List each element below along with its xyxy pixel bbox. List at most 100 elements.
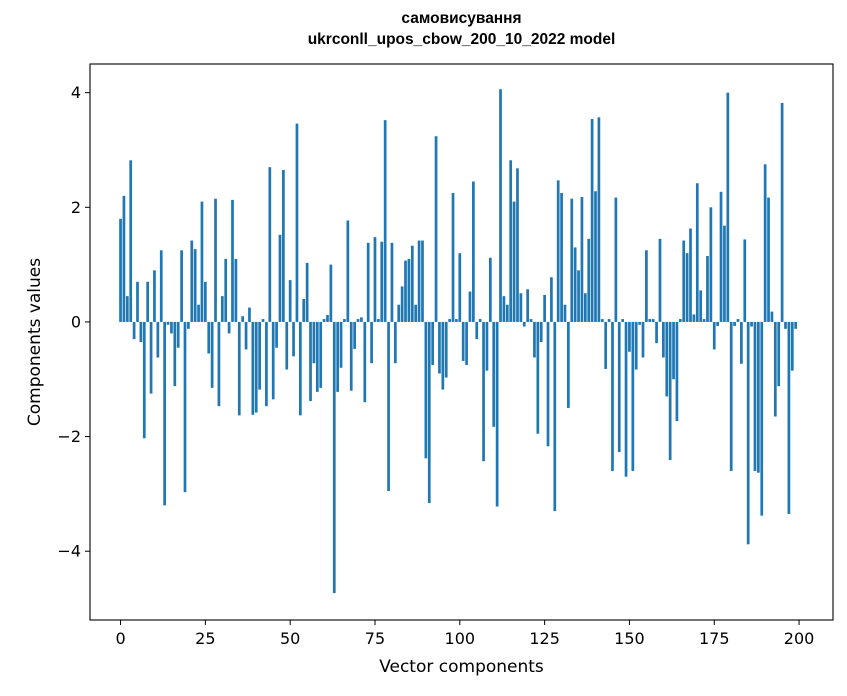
bar xyxy=(580,196,584,322)
x-tick-label: 150 xyxy=(614,629,645,648)
bar xyxy=(207,321,211,354)
bar xyxy=(672,321,675,380)
bar xyxy=(377,319,380,322)
bar xyxy=(322,319,326,322)
bar xyxy=(638,321,641,325)
bar xyxy=(265,321,268,407)
bar xyxy=(685,253,689,322)
x-tick-label: 100 xyxy=(445,629,476,648)
bar xyxy=(760,321,764,516)
bar xyxy=(740,321,743,364)
y-axis-label: Components values xyxy=(25,257,45,427)
bar xyxy=(526,289,530,322)
bar xyxy=(305,262,309,322)
bar xyxy=(794,321,798,329)
bar xyxy=(163,321,166,506)
bar xyxy=(397,304,401,322)
bar xyxy=(499,89,502,322)
y-tick-label: 0 xyxy=(71,312,81,331)
bar xyxy=(455,319,458,322)
bar xyxy=(414,304,418,322)
bar xyxy=(119,218,122,322)
bar xyxy=(346,220,350,322)
bar xyxy=(383,120,387,322)
bar xyxy=(366,242,370,322)
bar xyxy=(790,321,794,371)
bar xyxy=(607,319,611,322)
bar xyxy=(611,321,614,471)
bar xyxy=(187,321,190,329)
bar xyxy=(668,321,672,461)
bar xyxy=(349,321,353,391)
bar xyxy=(719,191,723,322)
bar xyxy=(634,321,638,370)
bar xyxy=(183,321,187,493)
bar xyxy=(224,258,228,322)
bar xyxy=(604,321,608,369)
bar xyxy=(546,321,550,447)
y-axis-ticks: −4 −2 0 2 4 xyxy=(57,83,90,561)
bar xyxy=(285,321,289,370)
bar xyxy=(678,319,682,322)
bar xyxy=(505,304,509,322)
bar xyxy=(234,258,238,322)
bar xyxy=(343,319,346,322)
bar xyxy=(651,319,655,322)
bar xyxy=(519,293,523,322)
y-tick-label: −2 xyxy=(57,427,81,446)
bar xyxy=(488,257,492,322)
bar xyxy=(482,321,485,462)
bar xyxy=(390,242,394,322)
bar xyxy=(373,237,377,322)
bar xyxy=(648,319,652,322)
y-tick-label: −4 xyxy=(57,542,81,561)
bar xyxy=(227,321,231,334)
bar xyxy=(746,321,750,545)
bar xyxy=(251,321,255,415)
bar xyxy=(149,321,153,394)
bar xyxy=(550,277,553,322)
bar xyxy=(733,321,736,326)
bar xyxy=(156,321,160,358)
bar xyxy=(258,321,261,390)
x-axis-label: Vector components xyxy=(379,657,544,677)
bar xyxy=(695,183,699,322)
bar xyxy=(248,307,251,322)
bar xyxy=(773,321,777,417)
bar xyxy=(278,234,282,322)
bar xyxy=(692,314,696,322)
chart-subtitle: ukrconll_upos_cbow_200_10_2022 model xyxy=(307,31,616,48)
bar xyxy=(780,102,784,322)
bar xyxy=(139,321,143,342)
bar xyxy=(271,321,275,400)
bar xyxy=(495,321,499,507)
bar xyxy=(288,280,292,322)
bar xyxy=(203,281,207,322)
bar xyxy=(570,198,574,322)
bar xyxy=(628,321,631,352)
bar xyxy=(522,321,526,327)
bar xyxy=(485,321,489,371)
bar xyxy=(662,321,665,358)
bar xyxy=(563,304,567,322)
bar xyxy=(451,192,455,322)
bar xyxy=(315,321,319,392)
bar xyxy=(431,321,435,365)
bar xyxy=(159,250,163,322)
bar xyxy=(122,195,126,322)
bar xyxy=(729,321,733,471)
bar xyxy=(750,321,753,327)
bar xyxy=(332,321,336,594)
bar xyxy=(146,281,150,322)
x-tick-label: 200 xyxy=(784,629,815,648)
bar xyxy=(594,191,597,322)
bar xyxy=(407,258,411,322)
bar xyxy=(153,270,156,322)
bar xyxy=(180,250,183,322)
bar xyxy=(129,160,133,322)
bar xyxy=(621,319,625,322)
bar xyxy=(132,321,136,340)
x-tick-label: 0 xyxy=(115,629,125,648)
bar xyxy=(197,304,200,322)
